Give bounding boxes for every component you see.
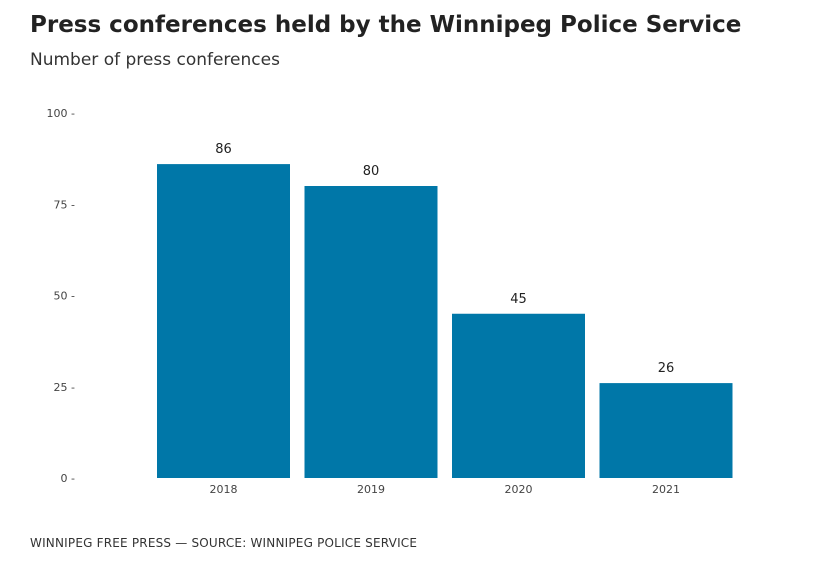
x-tick-label-2020: 2020 bbox=[505, 483, 533, 496]
x-tick-label-2019: 2019 bbox=[357, 483, 385, 496]
data-labels: 86 80 45 26 bbox=[215, 142, 674, 376]
bar-2021 bbox=[599, 383, 733, 478]
chart-title: Press conferences held by the Winnipeg P… bbox=[30, 12, 742, 38]
bar-2020 bbox=[452, 313, 585, 478]
data-label-2019: 80 bbox=[363, 164, 380, 179]
x-axis: 2018 2019 2020 2021 bbox=[210, 483, 681, 496]
bar-2019 bbox=[304, 186, 438, 478]
y-axis: 0 - 25 - 50 - 75 - 100 - bbox=[47, 107, 75, 485]
data-label-2021: 26 bbox=[658, 361, 675, 376]
y-tick-label: 75 - bbox=[54, 198, 75, 211]
data-label-2020: 45 bbox=[510, 292, 527, 307]
chart-subtitle: Number of press conferences bbox=[30, 50, 280, 70]
bars bbox=[157, 164, 733, 478]
y-tick-label: 0 - bbox=[61, 472, 75, 485]
y-tick-label: 50 - bbox=[54, 290, 75, 303]
x-tick-label-2018: 2018 bbox=[210, 483, 238, 496]
source-note: WINNIPEG FREE PRESS — SOURCE: WINNIPEG P… bbox=[30, 536, 418, 550]
data-label-2018: 86 bbox=[215, 142, 232, 157]
x-tick-label-2021: 2021 bbox=[652, 483, 680, 496]
y-tick-label: 100 - bbox=[47, 107, 75, 120]
y-tick-label: 25 - bbox=[54, 381, 75, 394]
bar-2018 bbox=[157, 164, 290, 478]
